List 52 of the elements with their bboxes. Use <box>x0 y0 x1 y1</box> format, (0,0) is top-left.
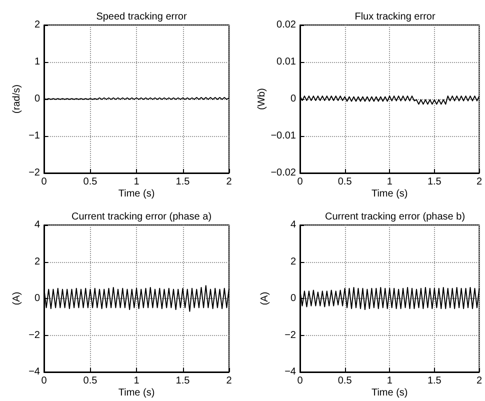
x-axis-title: Time (s) <box>118 188 155 200</box>
chart-title: Flux tracking error <box>354 12 436 22</box>
x-axis-title: Time (s) <box>118 388 155 398</box>
x-tick-label: 0 <box>297 176 304 188</box>
y-tick-label: 0 <box>34 293 40 304</box>
x-tick-label: 0 <box>41 176 48 188</box>
chart-title: Current tracking error (phase a) <box>71 212 212 222</box>
x-tick-label: 1.5 <box>176 176 190 188</box>
x-tick-label: 2 <box>226 376 232 386</box>
x-tick-label: 0.5 <box>338 376 352 386</box>
y-tick-label: 1 <box>34 56 40 68</box>
y-tick-label: 0 <box>290 293 296 304</box>
x-axis-title: Time (s) <box>371 388 408 398</box>
chart-title: Current tracking error (phase b) <box>324 212 466 222</box>
y-axis-title: (Wb) <box>256 88 268 110</box>
x-tick-label: 0 <box>297 376 304 386</box>
x-tick-label: 0.5 <box>83 376 98 386</box>
y-tick-label: 4 <box>34 220 40 230</box>
y-axis-title: (A) <box>12 292 22 306</box>
x-tick-label: 2 <box>476 176 482 188</box>
y-tick-label: −1 <box>28 130 40 142</box>
x-tick-label: 0 <box>41 376 48 386</box>
y-tick-label: −2 <box>284 330 296 341</box>
y-axis-title: (A) <box>260 292 270 306</box>
x-tick-label: 2 <box>476 376 482 386</box>
x-tick-label: 2 <box>226 176 232 188</box>
y-tick-label: 4 <box>290 220 296 230</box>
y-tick-label: 0 <box>34 94 40 104</box>
x-tick-label: 0.5 <box>83 176 98 188</box>
x-tick-label: 1.5 <box>427 376 442 386</box>
y-tick-label: 2 <box>34 20 40 30</box>
y-tick-label: −0.02 <box>270 168 296 178</box>
x-tick-label: 1 <box>386 176 393 188</box>
x-tick-label: 0.5 <box>338 176 352 188</box>
y-tick-label: 0 <box>290 94 296 104</box>
y-tick-label: −2 <box>28 168 40 178</box>
y-tick-label: 2 <box>34 256 40 268</box>
chart-title: Speed tracking error <box>96 12 188 22</box>
y-tick-label: 0.01 <box>276 56 296 68</box>
x-tick-label: 1.5 <box>176 376 190 386</box>
x-tick-label: 1 <box>386 376 393 386</box>
y-tick-label: −4 <box>284 366 296 378</box>
x-tick-label: 1 <box>134 376 140 386</box>
x-tick-label: 1 <box>134 176 140 188</box>
y-tick-label: −0.01 <box>270 130 296 142</box>
x-tick-label: 1.5 <box>427 176 442 188</box>
y-tick-label: −4 <box>28 366 40 378</box>
y-axis-title: (rad/s) <box>12 84 22 114</box>
y-tick-label: −2 <box>28 330 40 341</box>
y-tick-label: 0.02 <box>276 20 296 30</box>
x-axis-title: Time (s) <box>371 188 408 200</box>
y-tick-label: 2 <box>290 256 296 268</box>
